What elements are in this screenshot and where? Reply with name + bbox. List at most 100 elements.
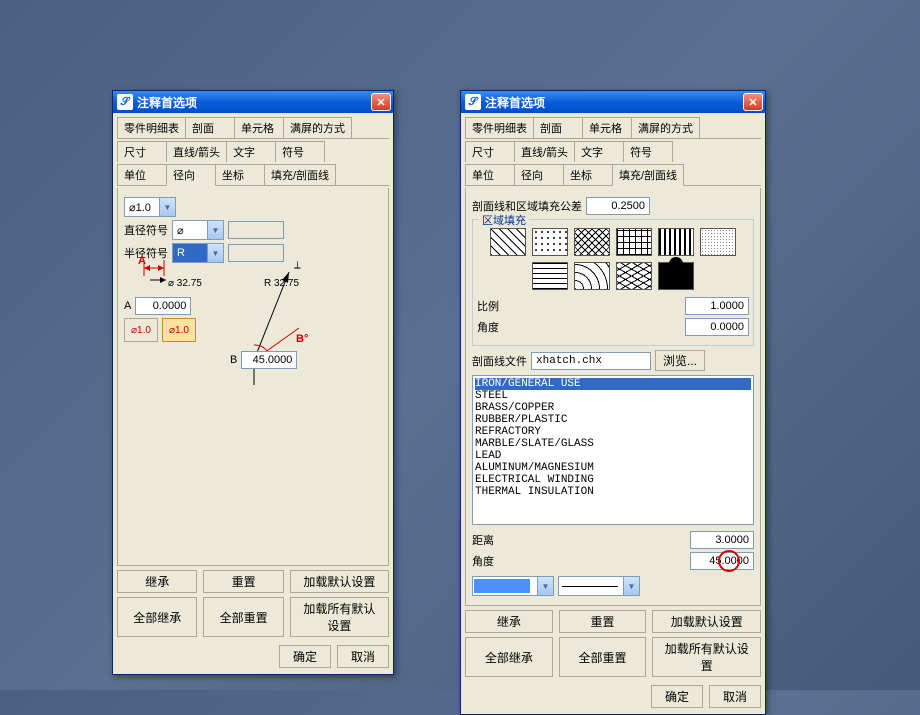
diameter-symbol-label: 直径符号: [124, 222, 168, 238]
tab-section[interactable]: 剖面: [533, 117, 583, 138]
tolerance-field[interactable]: [586, 197, 650, 215]
dialog-body: 零件明细表 剖面 单元格 满屏的方式 尺寸 直线/箭头 文字 符号 单位 径向 …: [461, 113, 765, 714]
reset-button[interactable]: 重置: [559, 610, 647, 633]
phi-combo[interactable]: ⌀1.0 ▼: [124, 197, 176, 217]
close-icon[interactable]: ✕: [743, 93, 763, 111]
svg-text:R 32.75: R 32.75: [264, 278, 299, 289]
inherit-all-button[interactable]: 全部继承: [465, 637, 553, 677]
linestyle-combo[interactable]: ▼: [558, 576, 640, 596]
hatch-pattern[interactable]: [574, 262, 610, 290]
material-item[interactable]: LEAD: [475, 450, 751, 462]
material-item[interactable]: BRASS/COPPER: [475, 402, 751, 414]
button-row-3: 确定 取消: [465, 685, 761, 708]
tab-line-arrow[interactable]: 直线/箭头: [514, 141, 575, 162]
inherit-all-button[interactable]: 全部继承: [117, 597, 197, 637]
hatch-pattern[interactable]: [700, 228, 736, 256]
reset-all-button[interactable]: 全部重置: [203, 597, 283, 637]
chevron-down-icon: ▼: [207, 221, 223, 239]
material-item[interactable]: THERMAL INSULATION: [475, 486, 751, 498]
tab-row-1: 零件明细表 剖面 单元格 满屏的方式: [117, 117, 389, 139]
load-all-default-button[interactable]: 加载所有默认设置: [290, 597, 389, 637]
tab-row-2: 尺寸 直线/箭头 文字 符号: [117, 141, 389, 162]
tab-section[interactable]: 剖面: [185, 117, 235, 138]
browse-button[interactable]: 浏览...: [655, 350, 705, 371]
hatch-pattern[interactable]: [658, 262, 694, 290]
svg-text:⟂: ⟂: [294, 260, 301, 271]
tab-coord[interactable]: 坐标: [563, 164, 613, 185]
diameter-symbol-combo[interactable]: ⌀ ▼: [172, 220, 224, 240]
reset-all-button[interactable]: 全部重置: [559, 637, 647, 677]
phi-value: ⌀1.0: [129, 201, 151, 214]
material-item[interactable]: ELECTRICAL WINDING: [475, 474, 751, 486]
hatch-pattern[interactable]: [532, 262, 568, 290]
tab-text[interactable]: 文字: [226, 141, 276, 162]
a-value-field[interactable]: [135, 297, 191, 315]
a-label: A: [124, 300, 131, 312]
ok-button[interactable]: 确定: [279, 645, 331, 668]
style-toggle-2[interactable]: ⌀1.0: [162, 318, 196, 342]
tab-cell[interactable]: 单元格: [582, 117, 632, 138]
material-item[interactable]: ALUMINUM/MAGNESIUM: [475, 462, 751, 474]
reset-button[interactable]: 重置: [203, 570, 283, 593]
close-icon[interactable]: ✕: [371, 93, 391, 111]
hatch-pattern[interactable]: [658, 228, 694, 256]
material-item[interactable]: RUBBER/PLASTIC: [475, 414, 751, 426]
hatchfile-field[interactable]: [531, 352, 651, 370]
button-row-1: 继承 重置 加载默认设置: [465, 610, 761, 633]
hatch-pattern-grid: [477, 224, 749, 294]
titlebar[interactable]: 𝒮 注释首选项 ✕: [113, 91, 393, 113]
angle-field[interactable]: [685, 318, 749, 336]
tab-fullscreen[interactable]: 满屏的方式: [283, 117, 352, 138]
tab-line-arrow[interactable]: 直线/箭头: [166, 141, 227, 162]
inherit-button[interactable]: 继承: [465, 610, 553, 633]
titlebar[interactable]: 𝒮 注释首选项 ✕: [461, 91, 765, 113]
tab-dim[interactable]: 尺寸: [465, 141, 515, 162]
tab-radial[interactable]: 径向: [166, 164, 216, 186]
tab-cell[interactable]: 单元格: [234, 117, 284, 138]
tab-radial[interactable]: 径向: [514, 164, 564, 185]
load-default-button[interactable]: 加载默认设置: [652, 610, 761, 633]
hatch-pattern[interactable]: [490, 228, 526, 256]
ok-button[interactable]: 确定: [651, 685, 703, 708]
hatch-pattern[interactable]: [574, 228, 610, 256]
button-row-2: 全部继承 全部重置 加载所有默认设置: [465, 637, 761, 677]
tab-hatch[interactable]: 填充/剖面线: [264, 164, 336, 185]
material-item[interactable]: STEEL: [475, 390, 751, 402]
hatch-pattern[interactable]: [616, 262, 652, 290]
tab-fullscreen[interactable]: 满屏的方式: [631, 117, 700, 138]
material-item[interactable]: REFRACTORY: [475, 426, 751, 438]
ratio-field[interactable]: [685, 297, 749, 315]
diameter-extra-field[interactable]: [228, 221, 284, 239]
hatch-pattern[interactable]: [616, 228, 652, 256]
tab-hatch[interactable]: 填充/剖面线: [612, 164, 684, 186]
inherit-button[interactable]: 继承: [117, 570, 197, 593]
tab-symbol[interactable]: 符号: [623, 141, 673, 162]
area-fill-group: 区域填充 比例 角度: [472, 219, 754, 346]
svg-text:A: A: [138, 255, 146, 267]
diameter-symbol-value: ⌀: [177, 224, 184, 237]
load-all-default-button[interactable]: 加载所有默认设置: [652, 637, 761, 677]
materials-listbox[interactable]: IRON/GENERAL USESTEELBRASS/COPPERRUBBER/…: [472, 375, 754, 525]
style-toggle-1[interactable]: ⌀1.0: [124, 318, 158, 342]
cancel-button[interactable]: 取消: [709, 685, 761, 708]
tab-bom[interactable]: 零件明细表: [117, 117, 186, 138]
color-combo[interactable]: ▼: [472, 576, 554, 596]
material-item[interactable]: IRON/GENERAL USE: [475, 378, 751, 390]
b-value-field[interactable]: [241, 351, 297, 369]
hatch-pattern[interactable]: [532, 228, 568, 256]
app-icon: 𝒮: [117, 94, 133, 110]
cancel-button[interactable]: 取消: [337, 645, 389, 668]
load-default-button[interactable]: 加载默认设置: [290, 570, 389, 593]
tab-unit[interactable]: 单位: [465, 164, 515, 185]
tab-symbol[interactable]: 符号: [275, 141, 325, 162]
material-item[interactable]: MARBLE/SLATE/GLASS: [475, 438, 751, 450]
tab-row-3: 单位 径向 坐标 填充/剖面线: [465, 164, 761, 186]
tab-bom[interactable]: 零件明细表: [465, 117, 534, 138]
tab-coord[interactable]: 坐标: [215, 164, 265, 185]
tab-dim[interactable]: 尺寸: [117, 141, 167, 162]
b-label: B: [230, 354, 237, 366]
distance-field[interactable]: [690, 531, 754, 549]
tab-text[interactable]: 文字: [574, 141, 624, 162]
angle2-field[interactable]: [690, 552, 754, 570]
tab-unit[interactable]: 单位: [117, 164, 167, 185]
